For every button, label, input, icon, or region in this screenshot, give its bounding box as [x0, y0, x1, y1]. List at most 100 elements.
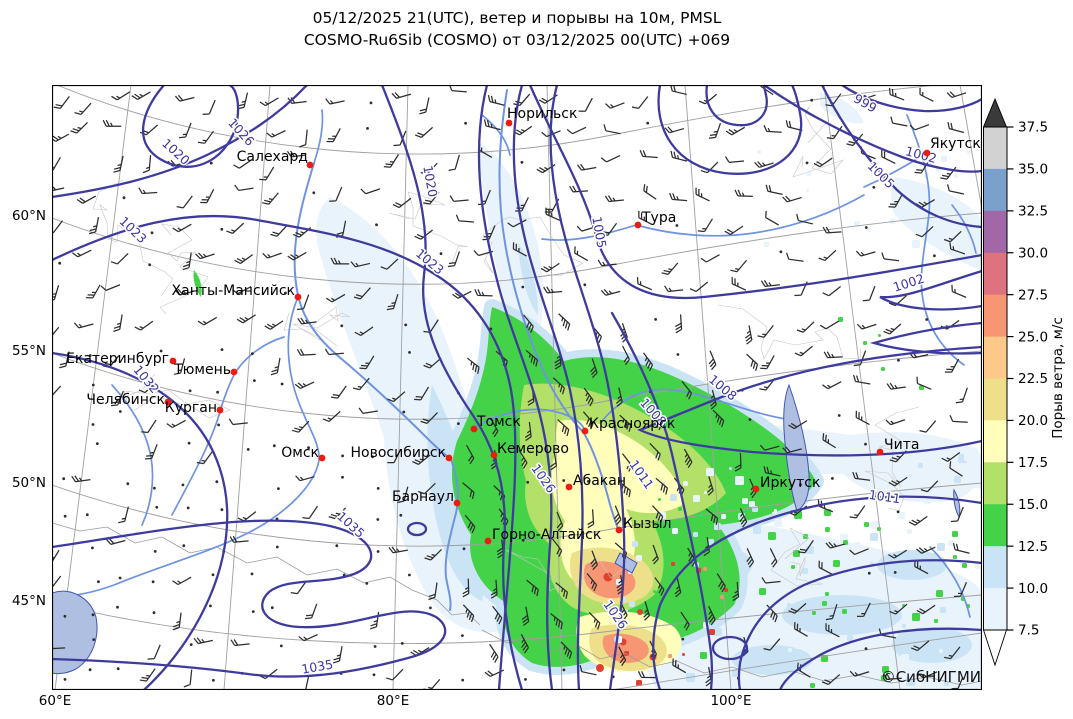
wind-barb-icon — [583, 387, 594, 407]
wind-barb-icon — [410, 647, 430, 657]
y-axis-tick-label: 55°N — [11, 343, 46, 359]
chart-title-line2: COSMO-Ru6Sib (COSMO) от 03/12/2025 00(UT… — [303, 31, 731, 49]
region-border-layer — [52, 105, 982, 686]
wind-barb-icon — [889, 603, 908, 615]
calm-dot — [216, 390, 220, 394]
wind-barb-icon — [886, 382, 906, 390]
map-graphic — [293, 162, 452, 460]
gust-speckle — [759, 588, 766, 595]
wind-barb-icon — [631, 96, 649, 109]
wind-barb-icon — [915, 225, 934, 238]
wind-barb-icon — [917, 671, 938, 679]
wind-barb-icon — [448, 154, 460, 172]
wind-barb-icon — [591, 324, 603, 344]
gust-speckle — [693, 495, 700, 502]
gust-speckle — [901, 654, 909, 662]
calm-dot — [153, 486, 156, 490]
region-border — [388, 191, 469, 264]
colorbar: 37.5 35.0 32.5 30.0 27.5 25.0 22.5 20.0 17.5 15.0… — [983, 98, 1066, 667]
chart-title-line1: 05/12/2025 21(UTC), ветер и порывы на 10… — [312, 9, 722, 27]
wind-barb-icon — [782, 195, 802, 203]
map-graphic — [657, 85, 803, 175]
gust-speckle — [858, 481, 862, 485]
wind-barb-icon — [853, 350, 867, 367]
wind-barb-icon — [911, 640, 930, 652]
wind-barb-icon — [259, 97, 279, 107]
wind-barb-icon — [615, 387, 623, 407]
gust-speckle — [962, 563, 967, 568]
gust-speckle — [678, 507, 682, 511]
gust-speckle — [773, 636, 777, 640]
wind-barb-icon — [110, 253, 129, 265]
gust-speckle — [940, 607, 946, 613]
wind-barb-icon — [889, 450, 907, 463]
map-graphic — [52, 351, 229, 690]
wind-barb-icon — [52, 156, 61, 171]
map-graphic — [528, 85, 982, 300]
calm-dot — [155, 505, 159, 509]
wind-barb-icon — [290, 581, 307, 595]
calm-dot — [186, 506, 190, 510]
wind-barb-icon — [176, 195, 193, 209]
gust-speckle — [672, 528, 678, 534]
gust-speckle — [881, 367, 885, 371]
wind-barb-icon — [826, 125, 843, 140]
wind-barb-icon — [138, 187, 158, 195]
wind-barb-icon — [605, 102, 625, 109]
calm-dot — [209, 161, 213, 165]
map-graphic — [171, 336, 285, 516]
wind-barb-icon — [551, 538, 563, 557]
wind-barb-icon — [304, 603, 318, 620]
wind-barb-icon — [587, 509, 595, 529]
calm-dot — [896, 510, 900, 514]
calm-dot — [779, 250, 783, 254]
wind-barb-icon — [919, 87, 934, 102]
wind-barb-icon — [637, 671, 657, 679]
calm-dot — [341, 454, 344, 458]
gust-speckle — [867, 228, 871, 232]
wind-barb-icon — [447, 251, 461, 268]
wind-barb-icon — [579, 665, 597, 676]
map-graphic — [52, 590, 98, 675]
calm-dot — [85, 513, 89, 517]
map-graphic — [737, 559, 982, 690]
wind-barb-icon — [582, 411, 594, 430]
wind-barb-icon — [270, 224, 288, 237]
wind-barb-icon — [825, 604, 838, 621]
calm-dot — [872, 185, 876, 189]
wind-barb-icon — [708, 350, 717, 371]
wind-barb-icon — [819, 320, 840, 330]
wind-barb-icon — [259, 668, 278, 680]
gust-speckle — [714, 523, 721, 530]
x-axis-tick-label: 100°E — [710, 693, 752, 709]
wind-barb-icon — [358, 407, 378, 414]
wind-barb-icon — [725, 126, 746, 136]
city-dot — [318, 454, 326, 462]
wind-barb-icon — [113, 314, 123, 332]
gust-speckle — [882, 666, 889, 673]
x-axis-tick-label: 80°E — [376, 693, 410, 709]
calm-dot — [681, 637, 685, 641]
wind-barb-icon — [88, 217, 100, 235]
wind-barb-icon — [134, 320, 154, 331]
wind-barb-icon — [822, 226, 842, 234]
map-graphic — [546, 85, 563, 690]
wind-barb-icon — [52, 575, 62, 589]
isobar-label: 1035 — [300, 656, 334, 676]
gust-speckle — [871, 521, 879, 529]
map-graphic — [498, 89, 619, 530]
wind-barb-icon — [325, 98, 345, 105]
isobar-label: 1005 — [589, 215, 609, 249]
calm-dot — [151, 580, 155, 584]
gust-speckle — [833, 560, 840, 567]
map-graphic — [951, 204, 977, 254]
calm-dot — [280, 382, 284, 386]
wind-barb-icon — [661, 262, 679, 275]
gust-speckle — [861, 618, 865, 622]
wind-barb-icon — [669, 192, 688, 202]
wind-barb-icon — [796, 213, 814, 225]
calm-dot — [376, 487, 380, 490]
calm-dot — [212, 678, 215, 682]
calm-dot — [220, 508, 224, 512]
colorbar-segment — [983, 504, 1007, 547]
